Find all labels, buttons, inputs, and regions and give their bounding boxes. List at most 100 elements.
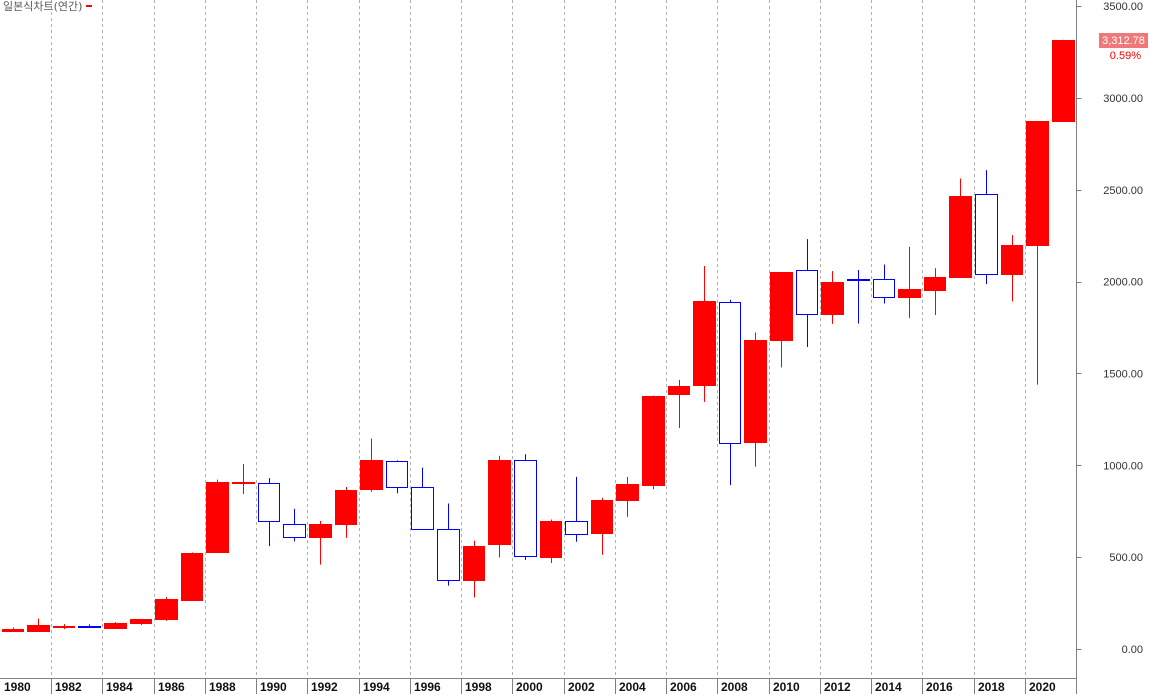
candle-body — [1053, 41, 1075, 122]
candle-1988 — [207, 480, 229, 553]
candle-body — [1002, 246, 1023, 275]
x-tick-label-2010: 2010 — [773, 680, 800, 694]
candle-body — [899, 290, 921, 298]
x-tick-label-1984: 1984 — [106, 680, 133, 694]
candle-2001 — [541, 519, 562, 563]
x-tick-label-1988: 1988 — [209, 680, 236, 694]
candle-1986 — [156, 597, 178, 621]
x-tick-label-1990: 1990 — [260, 680, 287, 694]
candle-2005 — [643, 396, 665, 489]
candle-2012 — [822, 271, 844, 324]
candle-body — [822, 283, 844, 315]
x-tick-label-2006: 2006 — [670, 680, 697, 694]
x-tick-label-1986: 1986 — [158, 680, 185, 694]
last-price-change: 0.59% — [1110, 50, 1141, 62]
candle-1997 — [438, 503, 460, 585]
candle-1993 — [336, 487, 357, 538]
candle-body — [515, 461, 537, 557]
candle-2006 — [669, 380, 690, 428]
candle-body — [336, 491, 357, 525]
candle-body — [105, 624, 127, 629]
candle-1983 — [79, 624, 101, 627]
candle-2002 — [566, 477, 588, 542]
y-tick-label-1000: 1000.00 — [1103, 460, 1143, 472]
candles — [3, 40, 1075, 632]
candle-body — [54, 627, 75, 628]
candle-body — [643, 397, 665, 486]
x-tick-label-2002: 2002 — [568, 680, 595, 694]
candle-1990 — [259, 478, 280, 546]
candle-body — [207, 483, 229, 553]
candle-1991 — [284, 509, 306, 542]
candle-body — [874, 280, 895, 298]
candle-2008 — [720, 300, 741, 485]
candle-body — [3, 630, 24, 632]
candle-body — [745, 341, 767, 443]
x-tick-label-1994: 1994 — [363, 680, 390, 694]
y-tick-label-3000: 3000.00 — [1103, 93, 1143, 105]
x-tick-label-1980: 1980 — [4, 680, 31, 694]
candle-body — [310, 525, 332, 538]
x-tick-label-2018: 2018 — [978, 680, 1005, 694]
candle-2019 — [1002, 235, 1023, 301]
candle-body — [131, 620, 152, 624]
candle-2017 — [950, 179, 972, 278]
x-tick-label-2020: 2020 — [1029, 680, 1056, 694]
candle-body — [669, 387, 690, 395]
candle-body — [438, 530, 460, 581]
x-tick-label-2008: 2008 — [721, 680, 748, 694]
legend-marker — [86, 5, 92, 7]
candle-body — [566, 522, 588, 535]
chart-title: 일본식차트(연간) — [3, 0, 92, 13]
candle-body — [694, 302, 716, 386]
candle-1998 — [464, 541, 485, 598]
candle-2021 — [1053, 40, 1075, 122]
candle-1999 — [489, 456, 511, 558]
candle-body — [848, 280, 870, 281]
y-tick-label-2000: 2000.00 — [1103, 277, 1143, 289]
candle-body — [79, 627, 101, 628]
candle-body — [617, 485, 639, 501]
candle-body — [156, 600, 178, 620]
candle-body — [464, 547, 485, 581]
x-tick-label-1992: 1992 — [311, 680, 338, 694]
candle-2015 — [899, 247, 921, 318]
candle-2009 — [745, 332, 767, 466]
candle-body — [541, 522, 562, 558]
candle-1981 — [28, 619, 50, 632]
candle-2014 — [874, 265, 895, 304]
candle-body — [976, 195, 998, 275]
candle-body — [412, 488, 434, 530]
candle-1992 — [310, 521, 332, 565]
candle-2011 — [797, 239, 818, 347]
x-tick-label-1998: 1998 — [465, 680, 492, 694]
candle-1982 — [54, 624, 75, 629]
last-price-value: 3,312.78 — [1102, 35, 1145, 47]
candle-1984 — [105, 622, 127, 628]
candle-body — [361, 461, 383, 490]
y-tick-label-500: 500.00 — [1109, 552, 1143, 564]
y-tick-label-3500: 3500.00 — [1103, 1, 1143, 13]
candle-body — [797, 271, 818, 315]
candle-body — [925, 278, 946, 291]
candle-1989 — [233, 464, 255, 494]
candle-body — [259, 484, 280, 522]
candle-2016 — [925, 268, 946, 315]
candle-1995 — [387, 460, 408, 493]
last-price-marker: 3,312.78 0.59% — [1099, 33, 1148, 62]
candle-1980 — [3, 627, 24, 631]
y-tick-label-2500: 2500.00 — [1103, 185, 1143, 197]
candle-2004 — [617, 477, 639, 517]
candle-body — [182, 554, 203, 601]
candle-2013 — [848, 270, 870, 323]
candle-body — [720, 303, 741, 444]
chart-title-text: 일본식차트(연간) — [3, 0, 82, 13]
candle-2003 — [592, 498, 613, 555]
x-tick-label-1996: 1996 — [414, 680, 441, 694]
candle-2000 — [515, 454, 537, 560]
candle-2007 — [694, 266, 716, 402]
x-tick-label-1982: 1982 — [55, 680, 82, 694]
candle-body — [233, 483, 255, 484]
